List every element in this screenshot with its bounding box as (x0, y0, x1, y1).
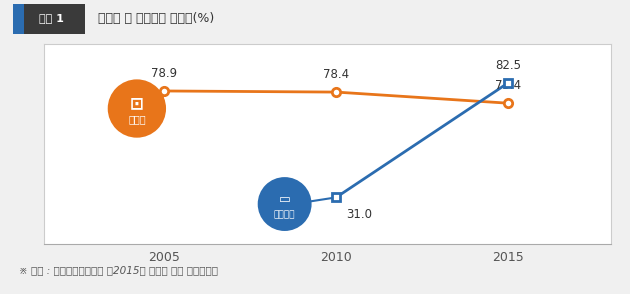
Text: 컴퓨터 및 스마트폰 이용률(%): 컴퓨터 및 스마트폰 이용률(%) (98, 12, 214, 25)
Ellipse shape (109, 81, 164, 136)
Text: ⊡: ⊡ (130, 94, 144, 112)
Text: 컴퓨터: 컴퓨터 (128, 115, 146, 125)
FancyBboxPatch shape (13, 4, 24, 34)
Text: 82.5: 82.5 (495, 59, 521, 72)
Text: 78.9: 78.9 (151, 67, 178, 80)
Text: 그림 1: 그림 1 (39, 13, 64, 23)
Text: 스마트폰: 스마트폰 (274, 211, 295, 220)
Text: ▭: ▭ (278, 193, 290, 206)
Text: ※ 출처 : 한국인터넷진흥원 〈2015년 인터넷 이용 실태조사〉: ※ 출처 : 한국인터넷진흥원 〈2015년 인터넷 이용 실태조사〉 (19, 265, 218, 275)
Text: 31.0: 31.0 (346, 208, 372, 221)
FancyBboxPatch shape (13, 4, 85, 34)
Text: 73.4: 73.4 (495, 79, 521, 92)
Ellipse shape (259, 178, 310, 230)
Text: 78.4: 78.4 (323, 68, 349, 81)
